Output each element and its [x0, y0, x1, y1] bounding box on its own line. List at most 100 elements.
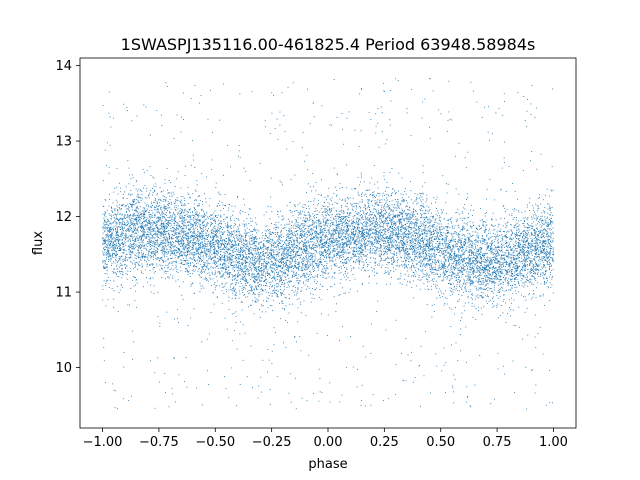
data-point [475, 254, 477, 256]
data-point [107, 255, 109, 257]
data-point [338, 216, 340, 218]
data-point [113, 249, 115, 251]
data-point [445, 238, 447, 240]
data-point [277, 275, 279, 277]
data-point [159, 243, 161, 245]
data-point [450, 257, 452, 259]
data-point [437, 260, 439, 262]
data-point [324, 249, 325, 251]
data-point [215, 285, 217, 287]
data-point [199, 226, 201, 228]
data-point [363, 212, 365, 214]
data-point [542, 293, 544, 295]
data-point [540, 153, 542, 155]
data-point [408, 234, 410, 236]
data-point [209, 267, 211, 269]
data-point [161, 251, 163, 253]
data-point [403, 199, 405, 201]
data-point [131, 245, 133, 247]
data-point [355, 232, 357, 234]
data-point [324, 251, 326, 253]
data-point [466, 278, 468, 280]
data-point [146, 222, 148, 223]
data-point [333, 207, 335, 209]
data-point [547, 228, 549, 230]
data-point [113, 389, 115, 391]
data-point [160, 250, 162, 251]
data-point [505, 240, 507, 242]
data-point [396, 216, 398, 218]
data-point [302, 270, 304, 272]
data-point [380, 212, 382, 214]
data-point [275, 242, 277, 243]
data-point [257, 278, 259, 280]
data-point [191, 235, 193, 237]
data-point [387, 231, 389, 233]
data-point [362, 345, 364, 347]
data-point [263, 268, 265, 270]
data-point [281, 246, 282, 248]
data-point [410, 267, 412, 269]
data-point [459, 319, 461, 321]
data-point [467, 262, 469, 264]
data-point [426, 194, 428, 196]
data-point [376, 224, 378, 226]
data-point [485, 277, 486, 279]
data-point [433, 226, 435, 228]
data-point [158, 205, 160, 207]
data-point [360, 217, 362, 219]
data-point [410, 260, 412, 262]
data-point [133, 260, 135, 261]
data-point [213, 246, 215, 248]
data-point [404, 200, 406, 202]
data-point [392, 244, 393, 246]
data-point [425, 225, 427, 227]
data-point [520, 270, 521, 272]
data-point [522, 268, 524, 270]
data-point [130, 219, 132, 221]
data-point [308, 217, 310, 219]
data-point [218, 244, 220, 245]
data-point [536, 168, 538, 170]
data-point [149, 233, 151, 235]
data-point [416, 251, 418, 253]
data-point [387, 223, 389, 225]
data-point [353, 226, 355, 227]
data-point [184, 217, 185, 218]
data-point [404, 257, 406, 259]
data-point [499, 283, 501, 285]
data-point [159, 232, 161, 234]
data-point [461, 312, 463, 314]
data-point [181, 221, 183, 223]
data-point [126, 224, 128, 226]
data-point [383, 224, 385, 226]
data-point [132, 220, 134, 222]
data-point [217, 214, 219, 216]
data-point [142, 273, 144, 275]
data-point [514, 226, 516, 228]
data-point [276, 294, 278, 296]
data-point [305, 315, 307, 316]
data-point [102, 262, 104, 264]
data-point [284, 253, 286, 255]
data-point [266, 241, 268, 243]
data-point [286, 253, 288, 255]
data-point [485, 289, 487, 291]
data-point [119, 226, 121, 228]
data-point [275, 283, 277, 285]
data-point [475, 251, 477, 253]
data-point [428, 226, 430, 228]
data-point [267, 371, 268, 373]
data-point [195, 235, 197, 237]
data-point [385, 230, 386, 232]
data-point [136, 236, 138, 238]
data-point [500, 272, 502, 274]
data-point [346, 237, 348, 239]
data-point [114, 253, 116, 255]
data-point [131, 247, 133, 249]
data-point [462, 264, 464, 266]
data-point [319, 283, 321, 285]
data-point [489, 139, 490, 141]
data-point [492, 303, 494, 305]
data-point [400, 230, 402, 232]
